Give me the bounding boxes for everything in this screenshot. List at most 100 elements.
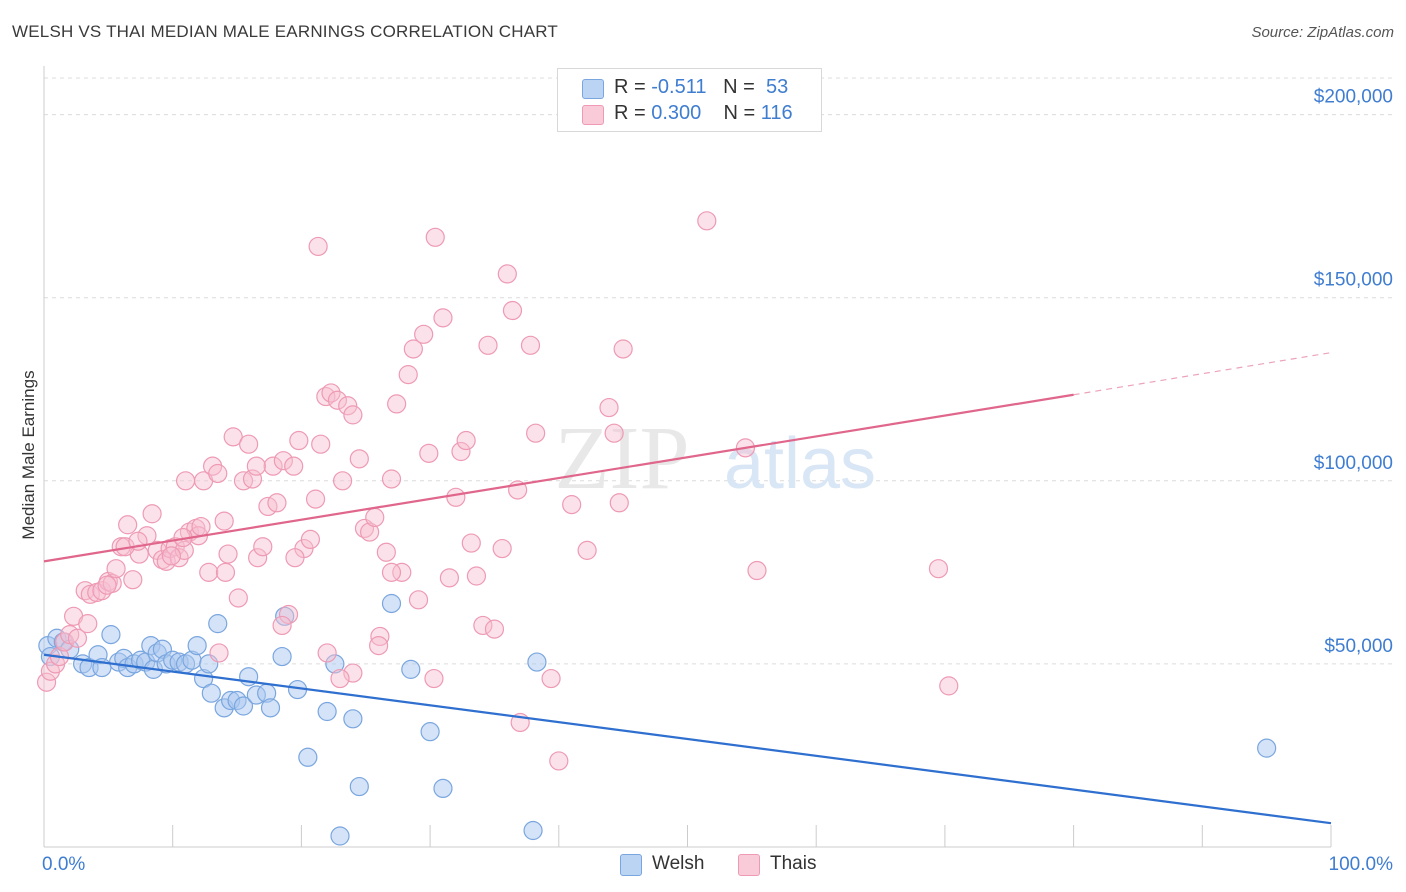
data-point-thais [609, 493, 629, 513]
data-point-welsh [343, 709, 363, 729]
data-point-thais [118, 515, 138, 535]
y-tick-label: $50,000 [1324, 636, 1393, 657]
data-point-thais [316, 386, 336, 407]
data-point-thais [526, 423, 546, 443]
data-point-welsh [233, 696, 254, 716]
data-point-welsh [349, 776, 369, 797]
data-point-thais [223, 427, 243, 447]
data-point-thais [451, 441, 471, 462]
data-point-thais [300, 529, 321, 550]
data-point-thais [330, 668, 350, 689]
data-point-welsh [101, 625, 121, 645]
y-tick-label: $150,000 [1314, 270, 1393, 291]
data-point-welsh [523, 820, 543, 841]
data-point-thais [424, 668, 444, 689]
legend-swatch-welsh [582, 79, 604, 99]
data-point-welsh [330, 826, 350, 846]
trend-line-thais-extension [1073, 352, 1332, 396]
data-point-welsh [208, 614, 228, 634]
x-tick-label: 100.0% [1329, 854, 1394, 875]
data-point-welsh [201, 683, 221, 703]
data-point-thais [215, 562, 236, 582]
data-point-thais [317, 643, 337, 663]
y-tick-label: $100,000 [1314, 453, 1393, 474]
data-point-thais [142, 504, 162, 524]
data-point-thais [272, 615, 292, 636]
y-tick-label: $200,000 [1314, 87, 1393, 108]
data-point-thais [381, 469, 402, 489]
data-point-thais [613, 339, 633, 359]
data-point-thais [214, 511, 234, 531]
data-point-thais [123, 570, 143, 590]
data-point-thais [248, 548, 268, 568]
data-point-thais [242, 469, 263, 489]
legend-swatch-thais [738, 854, 760, 876]
data-point-thais [456, 430, 476, 451]
data-point-thais [747, 560, 767, 581]
data-point-welsh [433, 778, 453, 799]
data-point-thais [446, 487, 466, 507]
chart-title: WELSH VS THAI MEDIAN MALE EARNINGS CORRE… [12, 22, 558, 41]
data-point-thais [425, 227, 445, 247]
data-point-thais [273, 451, 293, 471]
legend-r-label: R = [614, 102, 652, 124]
axis-labels: $50,000 $100,000 $150,000 $200,000 0.0% 100.0… [19, 87, 1393, 875]
data-point-thais [599, 397, 619, 418]
data-point-welsh [1257, 738, 1277, 758]
data-point-thais [175, 471, 196, 491]
data-point-thais [305, 489, 326, 509]
data-point-thais [78, 614, 98, 634]
data-point-welsh [298, 747, 318, 767]
data-point-thais [461, 533, 481, 553]
legend-label-welsh: Welsh [652, 853, 705, 874]
legend-swatch-thais [582, 105, 604, 125]
source-label: Source: ZipAtlas.com [1251, 24, 1394, 41]
data-point-thais [36, 672, 57, 692]
data-point-thais [492, 538, 512, 559]
data-point-welsh [527, 652, 547, 672]
data-point-thais [67, 628, 88, 648]
data-point-thais [478, 335, 498, 355]
data-point-thais [218, 544, 238, 564]
data-point-thais [473, 615, 493, 636]
data-point-thais [343, 405, 363, 425]
data-point-thais [97, 575, 117, 595]
watermark-atlas: atlas [724, 424, 876, 504]
legend-r-value: -0.511 [651, 76, 707, 98]
data-point-thais [392, 562, 412, 582]
data-point-thais [433, 308, 453, 328]
y-axis-title: Median Male Earnings [19, 370, 38, 539]
watermark: ZIP atlas [555, 409, 877, 508]
legend-n-value: 116 [760, 102, 793, 124]
data-point-thais [209, 643, 229, 663]
data-point-thais [338, 396, 358, 416]
data-point-thais [403, 339, 423, 359]
data-point-thais [502, 300, 523, 321]
data-point-thais [228, 588, 248, 608]
data-point-thais [253, 537, 273, 557]
trend-line-thais [43, 393, 1074, 563]
data-point-thais [80, 584, 100, 604]
data-point-thais [267, 493, 287, 513]
data-point-thais [381, 562, 402, 582]
data-point-thais [311, 434, 331, 454]
data-point-thais [365, 507, 385, 528]
data-point-thais [604, 423, 624, 443]
data-point-thais [349, 449, 369, 469]
data-point-thais [321, 383, 341, 403]
data-point-thais [246, 456, 266, 476]
data-point-thais [497, 264, 517, 284]
data-point-thais [387, 394, 407, 414]
data-point-welsh [260, 698, 281, 718]
data-point-welsh [381, 593, 402, 614]
x-tick-label: 0.0% [42, 854, 85, 875]
data-point-thais [520, 335, 541, 355]
data-point-thais [289, 430, 309, 451]
data-point-thais [284, 456, 304, 476]
data-point-thais [332, 471, 353, 491]
data-point-thais [939, 676, 959, 696]
data-point-thais [278, 604, 299, 625]
data-point-thais [263, 456, 283, 476]
legend-r-label: R = [614, 76, 652, 98]
